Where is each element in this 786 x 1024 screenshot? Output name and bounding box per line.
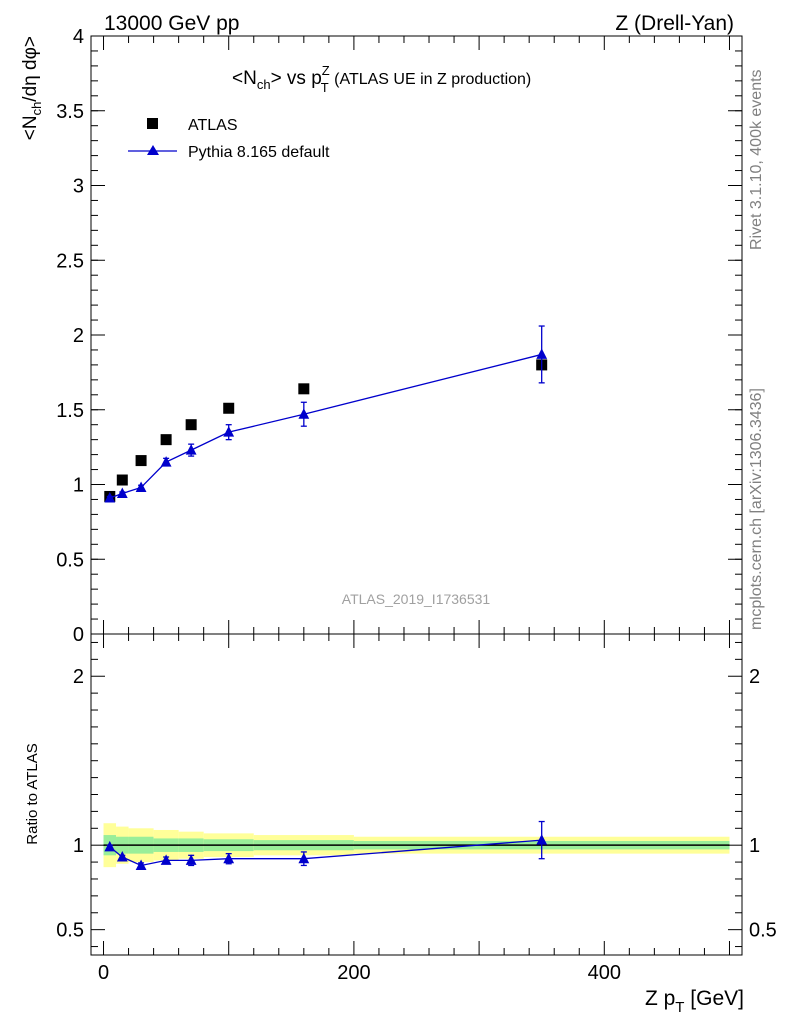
pythia-point <box>116 487 128 498</box>
xlabel-part-1: Z p <box>645 987 675 1010</box>
main-y-tick-label: 4 <box>73 26 84 48</box>
title-sup: Z <box>322 63 330 78</box>
pythia-point <box>223 426 235 437</box>
atlas-data-point <box>185 419 197 431</box>
ratio-pythia-point <box>223 852 235 864</box>
pythia-point <box>135 481 147 492</box>
pythia-line <box>109 353 542 499</box>
ratio-pythia-point <box>116 851 128 862</box>
atlas-data-point <box>223 402 235 414</box>
header-right: Z (Drell-Yan) <box>615 12 734 35</box>
title-part-2: > vs p <box>271 68 322 89</box>
pythia-point <box>185 444 197 455</box>
x-tick-label: 0 <box>98 962 109 984</box>
pythia-point <box>160 456 172 467</box>
main-y-tick-label: 0 <box>73 624 84 646</box>
x-axis-label: Z pT [GeV] <box>645 987 744 1016</box>
pythia-point <box>536 348 548 359</box>
ratio-pythia-point <box>536 834 548 845</box>
main-y-tick-label: 0.5 <box>56 549 84 571</box>
mcplots-label: mcplots.cern.ch [arXiv:1306.3436] <box>748 388 765 630</box>
ratio-y-tick-label-left: 1 <box>73 835 84 857</box>
main-y-tick-label: 3.5 <box>56 101 84 123</box>
ratio-frame-rect <box>90 633 743 956</box>
ratio-pythia-point <box>298 852 310 864</box>
atlas-data-point <box>298 383 310 395</box>
title-part-3: (ATLAS UE in Z production) <box>330 71 532 88</box>
analysis-watermark: ATLAS_2019_I1736531 <box>342 591 491 607</box>
ylabel-sub: ch <box>29 102 44 116</box>
ratio-plot-marks <box>104 820 548 870</box>
main-y-ticks: 0 0.5 1 1.5 2 2.5 3 3.5 4 <box>56 26 742 646</box>
atlas-data-point <box>116 474 128 486</box>
xlabel-sub: T <box>675 999 684 1016</box>
main-y-axis-label: <Nch/dη dφ> <box>20 36 44 140</box>
x-tick-label: 200 <box>337 962 370 984</box>
ratio-ticks: 0 200 400 0.5 0.5 1 1 2 2 <box>56 634 777 984</box>
atlas-data-point <box>135 455 147 467</box>
ratio-panel-frame <box>90 633 743 956</box>
legend-label-pythia: Pythia 8.165 default <box>188 144 330 161</box>
ratio-y-axis-label: Ratio to ATLAS <box>24 743 41 844</box>
ratio-pythia-point <box>185 854 197 865</box>
title-sub-2: T <box>321 80 329 95</box>
xlabel-part-2: [GeV] <box>684 987 744 1010</box>
rivet-label: Rivet 3.1.10, 400k events <box>748 69 765 250</box>
legend: ATLAS Pythia 8.165 default <box>128 117 330 161</box>
ylabel-part-1: <N <box>20 115 41 140</box>
ratio-y-tick-label-right: 2 <box>749 666 760 688</box>
ratio-y-tick-label-right: 1 <box>749 835 760 857</box>
title-part-1: <N <box>232 68 257 89</box>
main-y-tick-label: 1.5 <box>56 400 84 422</box>
ratio-pythia-point <box>135 859 147 870</box>
header-left: 13000 GeV pp <box>104 12 239 35</box>
main-y-tick-label: 2.5 <box>56 250 84 272</box>
legend-marker-atlas <box>147 118 158 129</box>
ratio-pythia-point <box>104 840 116 852</box>
title-sub-1: ch <box>257 77 271 92</box>
x-tick-label: 400 <box>588 962 621 984</box>
ratio-y-tick-label-left: 0.5 <box>56 920 84 942</box>
ratio-y-tick-label-left: 2 <box>73 666 84 688</box>
plot-title: <Nch> vs pZ T (ATLAS UE in Z production) <box>232 63 531 95</box>
ylabel-part-2: /dη dφ> <box>20 36 41 102</box>
ratio-y-tick-label-right: 0.5 <box>749 920 777 942</box>
pythia-point <box>104 491 116 503</box>
legend-marker-pythia <box>147 145 159 155</box>
main-y-tick-label: 1 <box>73 475 84 497</box>
main-y-tick-label: 3 <box>73 176 84 198</box>
atlas-data-point <box>160 434 172 446</box>
main-y-tick-label: 2 <box>73 325 84 347</box>
legend-label-atlas: ATLAS <box>188 117 238 134</box>
main-plot-marks <box>104 325 548 503</box>
ratio-pythia-point <box>160 854 172 865</box>
pythia-point <box>298 408 310 419</box>
